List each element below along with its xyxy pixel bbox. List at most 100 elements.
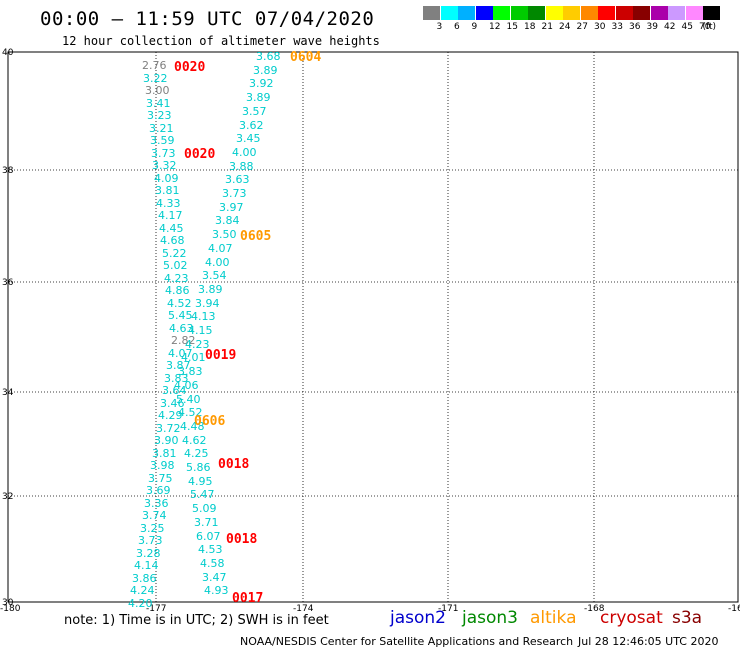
swh-label: 4.95 — [188, 475, 213, 488]
swh-label: 4.07 — [208, 242, 233, 255]
map-subtitle: 12 hour collection of altimeter wave hei… — [62, 34, 380, 48]
legend-swatch — [493, 6, 510, 20]
swh-label: 3.83 — [164, 372, 189, 385]
legend-label: 45 — [681, 22, 693, 32]
legend-unit: (ft) — [702, 22, 717, 32]
swh-label: 3.89 — [253, 64, 278, 77]
credit-text: NOAA/NESDIS Center for Satellite Applica… — [240, 635, 574, 648]
pass-time-label: 0020 — [184, 147, 216, 162]
legend-swatch — [545, 6, 563, 20]
swh-label: 3.72 — [156, 422, 181, 435]
swh-label: 4.13 — [191, 310, 216, 323]
swh-label: 3.25 — [140, 522, 165, 535]
swh-label: 5.02 — [163, 259, 188, 272]
swh-label: 3.98 — [150, 459, 175, 472]
swh-label: 4.20 — [128, 597, 153, 610]
legend-swatch — [598, 6, 615, 20]
x-tick-label: -174 — [293, 604, 314, 614]
swh-label: 3.36 — [144, 497, 169, 510]
swh-label: 3.69 — [146, 484, 171, 497]
pass-time-label: 0604 — [290, 50, 322, 65]
legend-label: 36 — [629, 22, 641, 32]
swh-label: 2.82 — [171, 334, 196, 347]
swh-label: 4.29 — [158, 409, 183, 422]
x-tick-label: -171 — [438, 604, 459, 614]
swh-label: 3.21 — [149, 122, 174, 135]
swh-label: 4.06 — [174, 379, 199, 392]
y-tick-label: 32 — [2, 492, 14, 502]
swh-label: 2.76 — [142, 59, 167, 72]
legend-swatch — [510, 6, 528, 20]
swh-label: 4.33 — [156, 197, 181, 210]
swh-label: 3.86 — [132, 572, 157, 585]
pass-time-label: 0020 — [174, 60, 206, 75]
swh-label: 3.88 — [229, 160, 254, 173]
swh-label: 3.28 — [136, 547, 161, 560]
swh-label: 4.62 — [182, 434, 207, 447]
swh-label: 3.90 — [154, 434, 179, 447]
legend-label: 30 — [594, 22, 606, 32]
swh-label: 3.46 — [160, 397, 185, 410]
swh-label: 4.00 — [205, 256, 230, 269]
legend-label: 42 — [664, 22, 676, 32]
swh-label: 3.47 — [202, 571, 227, 584]
legend-label: 33 — [611, 22, 623, 32]
swh-label: 5.40 — [176, 393, 201, 406]
swh-label: 3.45 — [236, 132, 261, 145]
swh-label: 3.22 — [143, 72, 168, 85]
swh-label: 3.68 — [256, 50, 281, 63]
swh-label: 3.63 — [225, 173, 250, 186]
swh-label: 3.81 — [155, 184, 180, 197]
swh-label: 4.63 — [169, 322, 194, 335]
x-tick-label: -168 — [584, 604, 605, 614]
y-tick-label: 38 — [2, 166, 14, 176]
swh-label: 3.81 — [152, 447, 177, 460]
swh-label: 4.68 — [160, 234, 185, 247]
swh-label: 4.53 — [198, 543, 223, 556]
swh-label: 4.86 — [165, 284, 190, 297]
pass-time-label: 0017 — [232, 591, 264, 606]
swh-label: 4.23 — [185, 338, 210, 351]
swh-label: 3.74 — [142, 509, 167, 522]
legend-swatch — [685, 6, 703, 20]
pass-time-label: 0606 — [194, 414, 226, 429]
legend-label: 39 — [646, 22, 658, 32]
x-tick-label: -177 — [146, 604, 167, 614]
legend-swatch — [423, 6, 440, 20]
legend-swatch — [633, 6, 650, 20]
swh-label: 3.73 — [138, 534, 163, 547]
swh-label: 3.75 — [148, 472, 173, 485]
swh-label: 3.50 — [212, 228, 237, 241]
swh-label: 5.47 — [190, 488, 215, 501]
map-border — [7, 51, 739, 603]
swh-label: 3.83 — [178, 365, 203, 378]
swh-label: 4.09 — [154, 172, 179, 185]
legend-swatch — [650, 6, 668, 20]
swh-label: 3.94 — [195, 297, 220, 310]
y-tick-label: 34 — [2, 388, 14, 398]
timestamp-text: Jul 28 12:46:05 UTC 2020 — [578, 635, 719, 648]
legend-label: 3 — [436, 22, 443, 32]
legend-label: 9 — [471, 22, 478, 32]
swh-label: 4.23 — [164, 272, 189, 285]
map-title: 00:00 — 11:59 UTC 07/04/2020 — [40, 8, 375, 30]
swh-label: 5.22 — [162, 247, 187, 260]
y-tick-label: 30 — [2, 598, 14, 608]
swh-label: 3.59 — [150, 134, 175, 147]
swh-label: 3.62 — [239, 119, 264, 132]
legend-swatch — [580, 6, 598, 20]
swh-label: 4.93 — [204, 584, 229, 597]
swh-label: 4.07 — [168, 347, 193, 360]
legend-label: 70 — [699, 22, 711, 32]
swh-label: 5.09 — [192, 502, 217, 515]
swh-label: 3.54 — [202, 269, 227, 282]
legend-swatch — [615, 6, 633, 20]
legend-swatch — [440, 6, 458, 20]
legend-swatch — [458, 6, 475, 20]
swh-label: 3.92 — [249, 77, 274, 90]
swh-label: 4.45 — [159, 222, 184, 235]
legend-swatch — [475, 6, 493, 20]
swh-label: 4.17 — [158, 209, 183, 222]
